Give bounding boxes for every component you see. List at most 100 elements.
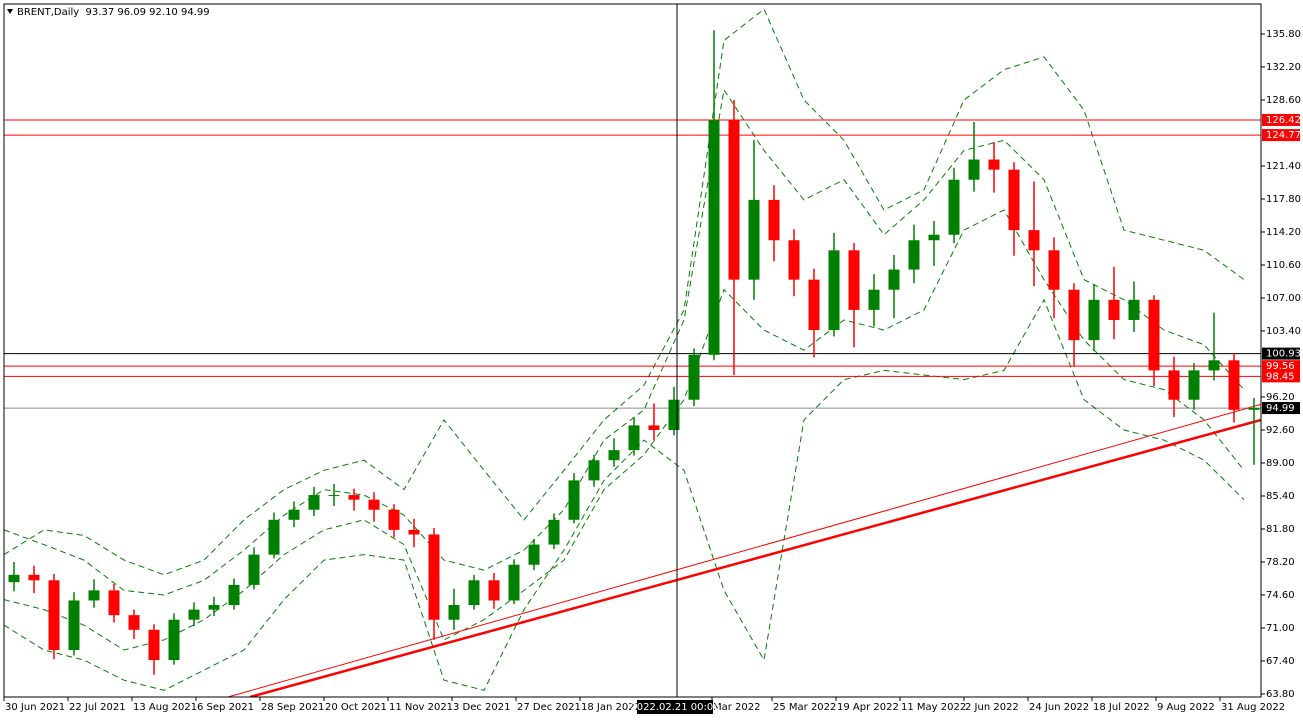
plot-border (3, 3, 1262, 698)
candle-body (1028, 230, 1040, 251)
x-tick-label: 13 Aug 2021 (133, 702, 197, 713)
candle-body (728, 120, 740, 280)
candle-body (1248, 407, 1260, 410)
candle-body (288, 509, 300, 520)
plot-area (4, 4, 1261, 697)
candle-body (68, 600, 80, 650)
candle-body (1068, 289, 1080, 341)
x-tick-label: 9 Aug 2022 (1157, 702, 1215, 713)
level-label-box (1262, 402, 1300, 415)
candle-body (768, 199, 780, 241)
candle-body (988, 159, 1000, 170)
band-upper (4, 8, 1245, 576)
level-label: 126.42 (1266, 115, 1301, 126)
level-label-box (1262, 360, 1300, 373)
candle-body (1148, 299, 1160, 371)
y-tick-label: 121.40 (1266, 161, 1301, 172)
level-label-box (1262, 129, 1300, 142)
candle-body (908, 240, 920, 270)
candle-body (48, 580, 60, 650)
y-tick-label: 117.80 (1266, 194, 1301, 205)
collapse-arrow[interactable] (7, 9, 13, 14)
candle-body (668, 399, 680, 430)
candle-body (88, 590, 100, 601)
candle-body (568, 480, 580, 520)
candle-body (148, 629, 160, 661)
x-tick-label: 18 Jul 2022 (1093, 702, 1150, 713)
candle-body (888, 269, 900, 290)
y-tick-label: 67.40 (1266, 656, 1295, 667)
level-label: 124.77 (1266, 130, 1301, 141)
x-tick-label: Mar 2022 (713, 702, 761, 713)
y-tick-label: 92.60 (1266, 425, 1295, 436)
y-tick-label: 78.20 (1266, 557, 1295, 568)
candle-body (528, 544, 540, 565)
candle-body (868, 289, 880, 310)
candle-body (848, 250, 860, 310)
x-tick-label: 31 Aug 2022 (1221, 702, 1285, 713)
candle-body (448, 605, 460, 620)
candle-body (688, 354, 700, 400)
candle-body (1008, 169, 1020, 231)
symbol-header: BRENT,Daily 93.37 96.09 92.10 94.99 (17, 7, 210, 18)
candle-body (1168, 370, 1180, 400)
y-tick-label: 71.00 (1266, 623, 1295, 634)
candle-body (208, 605, 220, 610)
x-tick-label: 27 Dec 2021 (517, 702, 581, 713)
y-tick-label: 114.20 (1266, 227, 1301, 238)
candle-body (428, 534, 440, 620)
trendline (227, 403, 1261, 697)
band-lower (4, 209, 1245, 651)
x-tick-label: 19 Apr 2022 (837, 702, 899, 713)
x-tick-label: 18 Jan 2022 (581, 702, 641, 713)
level-label-box (1262, 370, 1300, 383)
x-tick-label: 22 Jul 2021 (69, 702, 126, 713)
candle-body (8, 574, 20, 583)
candle-body (928, 234, 940, 241)
candle-body (128, 615, 140, 630)
candle-body (628, 425, 640, 451)
level-label-box (1262, 347, 1300, 360)
candle-body (488, 580, 500, 601)
y-tick-label: 89.00 (1266, 458, 1295, 469)
x-tick-label: 24 Jun 2022 (1029, 702, 1089, 713)
level-label: 94.99 (1266, 403, 1295, 414)
x-tick-label: 11 May 2022 (901, 702, 966, 713)
candle-body (948, 179, 960, 235)
candle-body (168, 619, 180, 661)
candle-body (808, 279, 820, 331)
candle-body (348, 495, 360, 500)
candle-body (708, 120, 720, 355)
candle-body (648, 425, 660, 430)
candle-body (328, 495, 340, 497)
candle-body (408, 529, 420, 535)
y-tick-label: 132.20 (1266, 62, 1301, 73)
candle-body (1128, 299, 1140, 320)
level-label: 99.56 (1266, 361, 1295, 372)
candle-body (248, 554, 260, 585)
y-tick-label: 110.60 (1266, 260, 1301, 271)
candle-body (108, 590, 120, 616)
band-lower (4, 298, 1245, 691)
level-label: 100.93 (1266, 349, 1301, 360)
candle-body (588, 460, 600, 481)
band-upper (4, 88, 1245, 596)
candle-body (548, 519, 560, 545)
y-tick-label: 135.80 (1266, 29, 1301, 40)
candle-body (28, 574, 40, 581)
x-tick-label: 3 Dec 2021 (453, 702, 511, 713)
trendline (249, 418, 1261, 697)
candle-body (468, 580, 480, 606)
y-tick-label: 81.80 (1266, 524, 1295, 535)
y-tick-label: 128.60 (1266, 95, 1301, 106)
candle-body (368, 499, 380, 510)
candle-body (188, 609, 200, 620)
candle-body (748, 199, 760, 280)
candle-body (1048, 250, 1060, 290)
candle-body (1108, 299, 1120, 320)
x-tick-label: 25 Mar 2022 (773, 702, 836, 713)
x-tick-label: 20 Oct 2021 (325, 702, 387, 713)
candle-body (1228, 360, 1240, 410)
